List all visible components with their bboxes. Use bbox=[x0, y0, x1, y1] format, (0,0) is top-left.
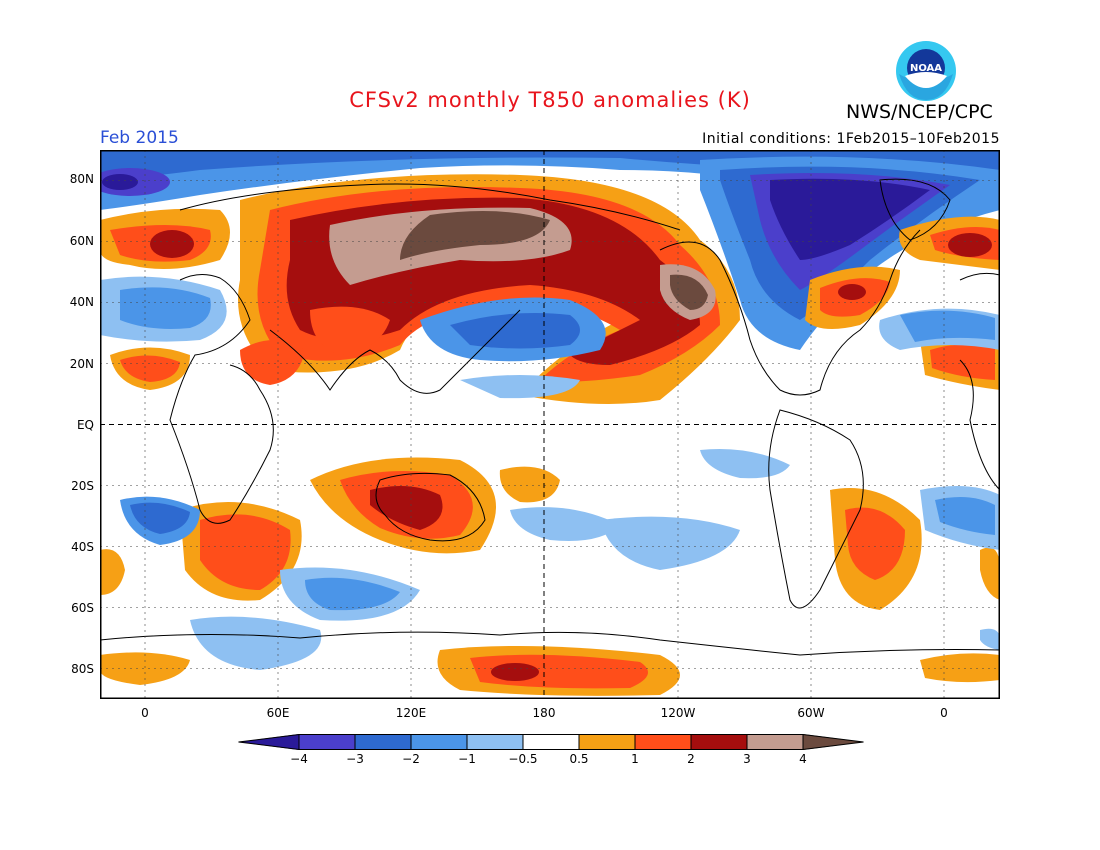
lat-label-20n: 20N bbox=[69, 357, 94, 371]
lat-label-80n: 80N bbox=[69, 172, 94, 186]
colorbar-swatch-3-4 bbox=[747, 734, 803, 750]
agency-label: NWS/NCEP/CPC bbox=[846, 101, 993, 123]
noaa-logo-text: NOAA bbox=[910, 63, 942, 74]
lat-label-40n: 40N bbox=[69, 295, 94, 309]
north-america-cold-region bbox=[700, 156, 1000, 350]
lon-label-0-east: 0 bbox=[940, 706, 948, 720]
lat-label-60n: 60N bbox=[69, 234, 94, 248]
lon-label-60w: 60W bbox=[797, 706, 825, 720]
lon-label-0-west: 0 bbox=[141, 706, 149, 720]
month-label: Feb 2015 bbox=[100, 128, 179, 148]
noaa-logo: NOAA bbox=[896, 41, 956, 101]
colorbar-swatch-lt-neg4 bbox=[238, 734, 299, 750]
southern-warm-patches bbox=[100, 488, 1000, 610]
lon-label-120w: 120W bbox=[660, 706, 696, 720]
colorbar-swatch-neutral bbox=[523, 734, 579, 750]
lon-label-180: 180 bbox=[532, 706, 556, 720]
graticule bbox=[100, 150, 1000, 699]
colorbar-label-1: 1 bbox=[631, 752, 639, 766]
colorbar-label-2: 2 bbox=[687, 752, 695, 766]
colorbar-swatch-gt-4 bbox=[803, 734, 864, 750]
colorbar-label-3: 3 bbox=[743, 752, 751, 766]
colorbar-label-neg3: −3 bbox=[346, 752, 364, 766]
colorbar-label-neg1: −1 bbox=[458, 752, 476, 766]
lon-label-60e: 60E bbox=[266, 706, 290, 720]
anomaly-map bbox=[100, 150, 1000, 699]
lon-label-120e: 120E bbox=[395, 706, 427, 720]
midlatitude-cold-patches bbox=[100, 276, 1000, 350]
north-pacific-cold-region bbox=[420, 297, 606, 399]
colorbar-label-4: 4 bbox=[799, 752, 807, 766]
lat-label-80s: 80S bbox=[71, 662, 94, 676]
reference-lines bbox=[100, 150, 1000, 699]
antarctic-warm-region bbox=[100, 628, 1000, 696]
europe-warm-region bbox=[100, 208, 230, 269]
lat-label-40s: 40S bbox=[71, 540, 94, 554]
colorbar-swatch-neg3-neg2 bbox=[355, 734, 411, 750]
chart-title: CFSv2 monthly T850 anomalies (K) bbox=[349, 88, 751, 112]
colorbar-label-neg05: −0.5 bbox=[508, 752, 538, 766]
colorbar-label-neg4: −4 bbox=[290, 752, 308, 766]
colorbar bbox=[238, 734, 864, 750]
colorbar-swatch-neg1-neg05 bbox=[467, 734, 523, 750]
colorbar-swatch-2-3 bbox=[691, 734, 747, 750]
colorbar-swatch-neg4-neg3 bbox=[299, 734, 355, 750]
initial-conditions-label: Initial conditions: 1Feb2015–10Feb2015 bbox=[702, 131, 1000, 147]
colorbar-label-neg2: −2 bbox=[402, 752, 420, 766]
southern-cold-patches bbox=[120, 449, 1000, 670]
coastlines bbox=[100, 178, 1000, 656]
australia-warm-region bbox=[310, 457, 560, 554]
colorbar-swatch-neg2-neg1 bbox=[411, 734, 467, 750]
atlantic-warm-region bbox=[805, 216, 1000, 329]
colorbar-swatch-1-2 bbox=[635, 734, 691, 750]
colorbar-swatch-05-1 bbox=[579, 734, 635, 750]
map-border bbox=[100, 150, 1000, 699]
lat-label-60s: 60S bbox=[71, 601, 94, 615]
colorbar-label-05: 0.5 bbox=[569, 752, 589, 766]
lat-label-20s: 20S bbox=[71, 479, 94, 493]
lat-label-eq: EQ bbox=[76, 418, 94, 432]
